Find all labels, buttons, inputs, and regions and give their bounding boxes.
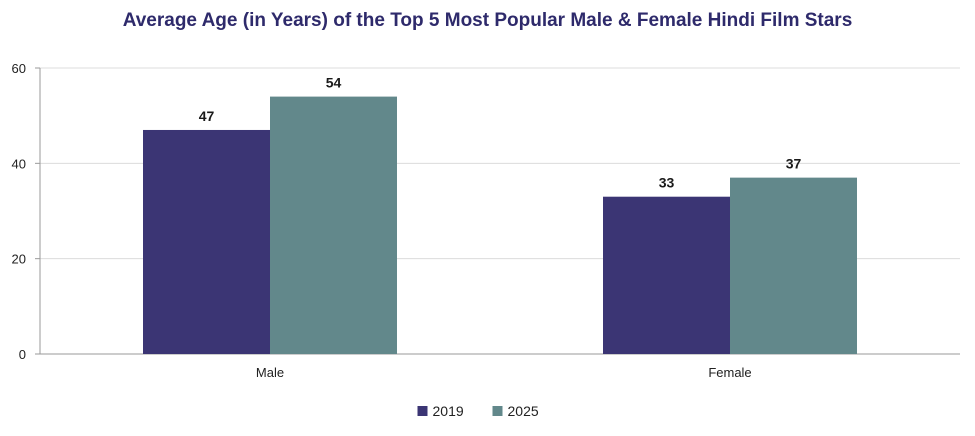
chart-title: Average Age (in Years) of the Top 5 Most… [122,10,853,31]
axes: 0 20 40 60 Male Female [12,61,960,380]
legend-swatch [417,406,428,416]
data-label: 54 [326,75,342,91]
y-tick-label: 40 [12,156,26,171]
legend-label: 2025 [508,403,539,419]
bar [730,177,857,354]
bar [603,196,730,354]
legend-swatch [492,406,503,416]
data-label: 33 [659,175,675,191]
data-label: 37 [786,156,802,172]
data-label: 47 [199,108,215,124]
bars [143,96,857,354]
legend: 2019 2025 [417,403,539,419]
bar [143,129,270,354]
y-tick-label: 20 [12,252,26,267]
x-tick-label: Male [256,365,284,380]
x-tick-label: Female [708,365,751,380]
data-labels: 47 54 33 37 [199,75,802,191]
legend-label: 2019 [433,403,464,419]
y-tick-label: 0 [19,347,26,362]
y-tick-label: 60 [12,61,26,76]
bar [270,96,397,354]
